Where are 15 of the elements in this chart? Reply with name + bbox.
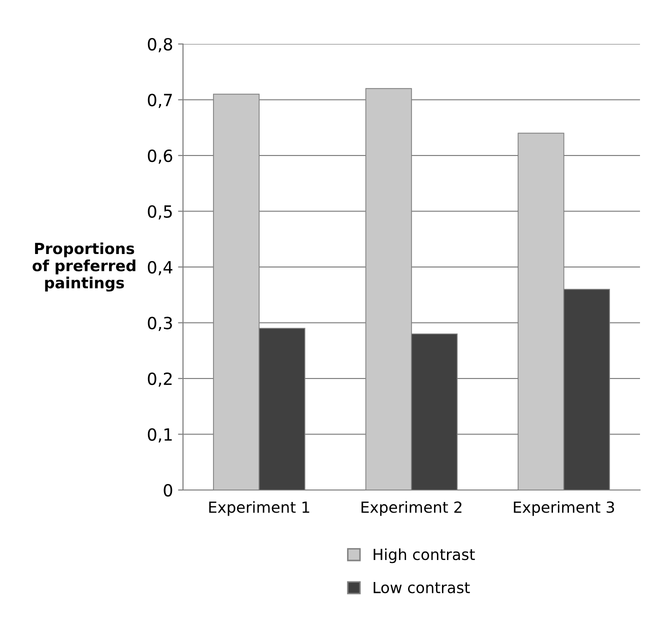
x-tick-label: Experiment 1 — [209, 501, 310, 516]
y-tick-label: 0,4 — [148, 260, 172, 276]
y-tick-label: 0,3 — [148, 316, 172, 332]
legend-label: High contrast — [374, 548, 475, 564]
y-tick-label: 0,5 — [148, 205, 172, 220]
y-tick-label: 0,6 — [148, 149, 172, 164]
y-tick-label: 0 — [164, 484, 172, 497]
y-tick-label: 0,8 — [148, 38, 172, 52]
y-tick-label: 0,7 — [148, 94, 172, 108]
y-tick-label: 0,2 — [148, 372, 172, 387]
x-tick-label: Experiment 3 — [514, 501, 614, 516]
y-tick-label: 0,1 — [148, 428, 172, 443]
y-axis-title: Proportions of preferred paintings — [32, 242, 136, 292]
legend-label: Low contrast — [374, 582, 470, 594]
x-tick-label: Experiment 2 — [362, 501, 462, 516]
